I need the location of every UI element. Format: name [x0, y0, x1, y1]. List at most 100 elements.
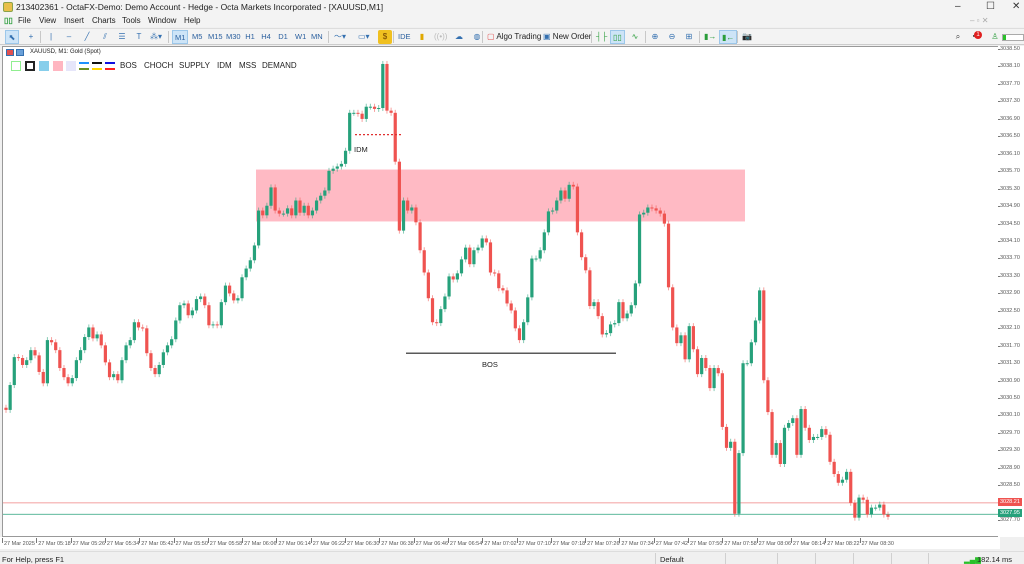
- community-globe-icon[interactable]: ◍: [473, 32, 481, 41]
- timeframe-m1[interactable]: M1: [172, 30, 189, 44]
- chart-shift-icon[interactable]: ▮←: [719, 30, 738, 44]
- maximize-button[interactable]: ☐: [986, 1, 995, 12]
- candle: [170, 339, 174, 346]
- child-window-controls[interactable]: – ▫ ✕: [970, 16, 989, 25]
- select-cursor-icon[interactable]: ⬉: [5, 30, 19, 44]
- shapes-dropdown-icon[interactable]: ⁂▾: [150, 32, 163, 41]
- minimize-button[interactable]: –: [955, 1, 961, 12]
- candle: [377, 108, 381, 110]
- time-tick: 27 Mar 05:58: [207, 538, 243, 547]
- candle: [774, 443, 778, 455]
- candle: [513, 310, 517, 329]
- channel-icon[interactable]: ⫽: [103, 32, 107, 41]
- price-axis[interactable]: 3038.50 3038.10 3037.70 3037.30 3036.90 3036.…: [998, 46, 1024, 537]
- time-tick: 27 Mar 06:30: [344, 538, 380, 547]
- candle: [886, 514, 890, 517]
- candle: [758, 290, 762, 321]
- bar-chart-icon[interactable]: ┤├: [596, 32, 608, 41]
- legend-mss[interactable]: MSS: [239, 61, 257, 70]
- candle: [782, 427, 787, 465]
- candle: [58, 350, 62, 369]
- price-tick: 3032.10: [998, 325, 1020, 332]
- timeframe-h4[interactable]: H4: [261, 32, 271, 41]
- close-button[interactable]: ✕: [1012, 1, 1021, 12]
- algo-trading-button[interactable]: ▢ Algo Trading: [485, 30, 543, 44]
- legend-demand[interactable]: DEMAND: [262, 61, 297, 70]
- zoom-in-icon[interactable]: ⊕: [651, 32, 659, 41]
- legend-swatch-pink[interactable]: [53, 61, 63, 71]
- trendline-icon[interactable]: ╱: [84, 32, 90, 41]
- tile-windows-icon[interactable]: ⊞: [685, 32, 693, 41]
- timeframe-w1[interactable]: W1: [295, 32, 307, 41]
- legend-idm[interactable]: IDM: [217, 61, 232, 70]
- legend-bos[interactable]: BOS: [120, 61, 137, 70]
- templates-dropdown-icon[interactable]: ▭▾: [358, 32, 370, 41]
- vertical-line-icon[interactable]: |: [49, 32, 53, 41]
- timeframe-m30[interactable]: M30: [226, 32, 241, 41]
- candle: [145, 328, 149, 354]
- chart-area[interactable]: XAUUSD, M1: Gold (Spot): [2, 46, 999, 537]
- one-click-trading-icon[interactable]: [6, 49, 14, 56]
- candle: [397, 161, 401, 231]
- price-tick: 3038.10: [998, 63, 1020, 70]
- timeframe-m15[interactable]: M15: [208, 32, 223, 41]
- candle: [99, 334, 103, 346]
- menu-charts[interactable]: Charts: [92, 16, 116, 25]
- horizontal-line-icon[interactable]: –: [66, 32, 72, 41]
- menu-view[interactable]: View: [39, 16, 57, 25]
- candle: [832, 461, 836, 475]
- candlestick-chart-icon[interactable]: ▯▯: [610, 30, 625, 44]
- screenshot-icon[interactable]: 📷: [742, 32, 752, 41]
- indicators-dropdown-icon[interactable]: 〜▾: [334, 32, 347, 41]
- notifications-icon[interactable]: ◔ 1: [966, 30, 982, 44]
- menu-tools[interactable]: Tools: [122, 16, 141, 25]
- market-bag-icon[interactable]: ▮: [419, 32, 425, 41]
- candle: [600, 316, 604, 335]
- timeframe-h1[interactable]: H1: [245, 32, 255, 41]
- legend-supply[interactable]: SUPPLY: [179, 61, 210, 70]
- legend-choch[interactable]: CHOCH: [144, 61, 174, 70]
- new-order-icon: ▣: [543, 32, 551, 41]
- legend-swatch-blue[interactable]: [39, 61, 49, 71]
- ide-button[interactable]: IDE: [398, 32, 411, 41]
- legend-swatch-border[interactable]: [25, 61, 35, 71]
- candle: [509, 303, 513, 311]
- search-icon[interactable]: ⌕: [955, 32, 961, 41]
- line-chart-icon[interactable]: ∿: [631, 32, 639, 41]
- time-axis[interactable]: 27 Mar 2025 27 Mar 05:18 27 Mar 05:26 27 Ma…: [0, 537, 1000, 549]
- menu-insert[interactable]: Insert: [64, 16, 85, 25]
- candle: [285, 208, 290, 214]
- legend-lines-blue-red[interactable]: [105, 62, 115, 70]
- fibonacci-icon[interactable]: ☰: [118, 32, 126, 41]
- new-order-button[interactable]: ▣ New Order: [541, 30, 593, 44]
- menu-file[interactable]: File: [18, 16, 31, 25]
- text-icon[interactable]: T: [136, 32, 142, 41]
- candle: [87, 327, 91, 338]
- legend-swatch-demand[interactable]: [11, 61, 21, 71]
- legend-lines-black-yellow[interactable]: [92, 62, 102, 70]
- candle: [360, 113, 364, 119]
- vps-cloud-icon[interactable]: ☁: [455, 32, 463, 41]
- autoscroll-icon[interactable]: ▮→: [704, 32, 717, 41]
- account-icon[interactable]: ♙: [991, 32, 999, 41]
- algo-trading-label: Algo Trading: [496, 32, 542, 41]
- signals-icon[interactable]: $: [378, 30, 392, 44]
- menu-help[interactable]: Help: [184, 16, 201, 25]
- candle: [753, 320, 758, 343]
- supply-zone: [256, 169, 745, 222]
- candle: [352, 112, 356, 114]
- candle: [546, 211, 551, 233]
- depth-of-market-icon[interactable]: [16, 49, 24, 56]
- menu-window[interactable]: Window: [148, 16, 177, 25]
- zoom-out-icon[interactable]: ⊖: [668, 32, 676, 41]
- crosshair-icon[interactable]: +: [28, 32, 34, 41]
- radio-signal-icon[interactable]: ((•)): [434, 32, 448, 41]
- candle: [459, 259, 464, 274]
- timeframe-d1[interactable]: D1: [278, 32, 288, 41]
- timeframe-m5[interactable]: M5: [192, 32, 203, 41]
- legend-lines-blue-green[interactable]: [79, 62, 89, 70]
- profile-name[interactable]: Default: [660, 555, 684, 564]
- price-tick: 3037.70: [998, 80, 1020, 87]
- legend-swatch-lavender[interactable]: [66, 61, 76, 71]
- timeframe-mn[interactable]: MN: [311, 32, 323, 41]
